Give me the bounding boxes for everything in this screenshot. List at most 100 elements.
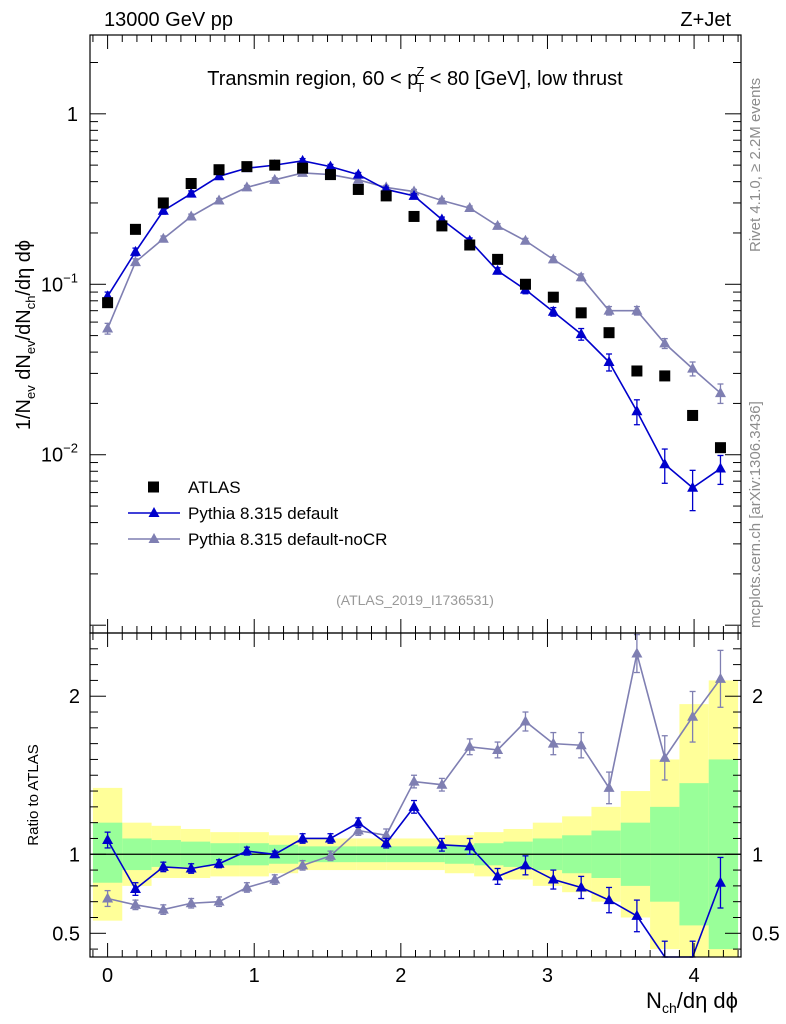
title-part: p xyxy=(407,68,418,90)
x-tick-label: 0 xyxy=(102,965,113,987)
ratio-point xyxy=(603,781,615,792)
data-point xyxy=(436,220,448,232)
y-label-sub: ev xyxy=(23,385,38,399)
x-axis-label-text: Nch/dη dϕ xyxy=(646,988,738,1016)
data-point xyxy=(519,278,531,290)
x-label-sub: ch xyxy=(662,1000,677,1016)
ratio-point xyxy=(408,775,420,786)
x-tick-label: 2 xyxy=(395,965,406,987)
y-label-sub: ev xyxy=(23,340,38,354)
ratio-point xyxy=(129,898,141,909)
data-point xyxy=(129,256,141,267)
y-tick-base: 10 xyxy=(41,274,63,296)
ratio-point xyxy=(631,909,643,920)
ratio-panel: 0 1 2 3 4 0.5 0.5 1 1 2 2 Ratio to ATLAS xyxy=(25,632,780,987)
title-part: < 80 [GeV], low thrust xyxy=(424,68,623,90)
ratio-point xyxy=(492,743,504,754)
y-tick-exp: −1 xyxy=(63,270,78,285)
y-axis-label: 1/Nev dNev/dNch/dη dϕ xyxy=(13,240,38,430)
ratio-point xyxy=(436,778,448,789)
y-label-sub: ch xyxy=(23,296,38,310)
ratio-point xyxy=(297,832,309,843)
data-point xyxy=(687,362,699,373)
rivet-label: Rivet 4.1.0, ≥ 2.2M events xyxy=(747,78,764,252)
data-point xyxy=(157,204,169,215)
y-label-part: /dη dϕ xyxy=(13,240,35,296)
data-point xyxy=(519,234,531,245)
ratio-point xyxy=(129,883,141,894)
ratio-point xyxy=(714,876,726,887)
data-point xyxy=(352,173,364,184)
data-point xyxy=(547,253,559,264)
ratio-point xyxy=(297,859,309,870)
ratio-point xyxy=(519,715,531,726)
data-point xyxy=(324,169,336,181)
data-point xyxy=(659,337,671,348)
data-point xyxy=(659,370,671,382)
ratio-point xyxy=(408,800,420,811)
ratio-point xyxy=(547,737,559,748)
ratio-y-tick-label-right: 1 xyxy=(752,844,763,866)
data-point xyxy=(714,387,726,398)
legend-marker xyxy=(148,533,160,543)
ratio-y-tick-label: 2 xyxy=(69,686,80,708)
data-point xyxy=(603,327,615,339)
plot-title-text: Transmin region, 60 < pZ T < 80 [GeV], lo… xyxy=(207,64,623,95)
ratio-point xyxy=(352,824,364,835)
data-point xyxy=(631,304,643,315)
ratio-axes: 0 1 2 3 4 0.5 0.5 1 1 2 2 xyxy=(52,633,780,987)
data-point xyxy=(603,304,615,315)
ratio-point xyxy=(519,859,531,870)
data-point xyxy=(659,458,671,469)
ratio-point xyxy=(380,837,392,848)
ratio-point xyxy=(352,816,364,827)
data-point xyxy=(102,322,114,333)
data-point xyxy=(129,245,141,256)
header-right: Z+Jet xyxy=(680,9,731,31)
ratio-point xyxy=(714,672,726,683)
main-axes: 10−2 10−1 1 xyxy=(41,35,741,634)
data-point xyxy=(714,462,726,473)
data-point xyxy=(631,405,643,416)
legend-marker xyxy=(148,481,159,493)
data-point xyxy=(129,223,141,235)
uncertainty-band-green xyxy=(151,840,181,867)
data-point xyxy=(603,355,615,366)
data-point xyxy=(185,187,197,198)
series-line xyxy=(106,172,722,394)
y-label-part: dN xyxy=(13,354,35,385)
ratio-point xyxy=(241,881,253,892)
data-point xyxy=(464,202,476,213)
y-tick-label: 1 xyxy=(67,104,78,126)
ratio-y-label: Ratio to ATLAS xyxy=(25,744,42,845)
ratio-point xyxy=(213,857,225,868)
data-point xyxy=(687,409,699,421)
data-point xyxy=(185,210,197,221)
y-label-part: 1/N xyxy=(13,399,35,430)
ratio-point xyxy=(241,845,253,856)
data-point xyxy=(352,168,364,179)
data-point xyxy=(157,197,169,209)
ratio-point xyxy=(324,832,336,843)
main-panel: 10−2 10−1 1 Transmin region, 60 < pZ T < 80… xyxy=(13,34,742,634)
ratio-point xyxy=(631,647,643,658)
ratio-y-tick-label-right: 0.5 xyxy=(752,923,780,945)
ratio-point xyxy=(380,829,392,840)
ratio-point xyxy=(603,894,615,905)
data-point xyxy=(185,178,197,190)
data-point xyxy=(547,305,559,316)
ratio-point xyxy=(185,862,197,873)
y-label-part: /dN xyxy=(13,309,35,340)
y-tick-label: 10−2 xyxy=(41,441,78,467)
data-point xyxy=(102,297,114,309)
x-tick-label: 4 xyxy=(689,965,700,987)
data-point xyxy=(297,154,309,165)
title-sub: T xyxy=(416,80,424,95)
data-point xyxy=(575,271,587,282)
ratio-y-tick-label-right: 2 xyxy=(752,686,763,708)
data-point xyxy=(436,194,448,205)
y-tick-label: 10−1 xyxy=(41,270,78,296)
ratio-point xyxy=(464,840,476,851)
data-point xyxy=(575,328,587,339)
